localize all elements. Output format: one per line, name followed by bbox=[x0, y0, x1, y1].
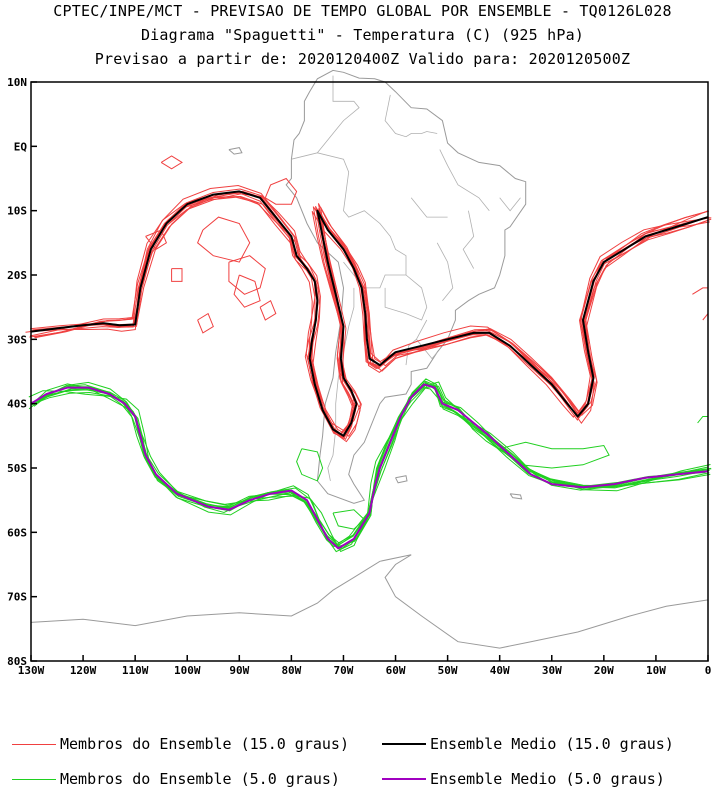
y-tick-label: 60S bbox=[7, 526, 27, 539]
y-tick-label: EQ bbox=[14, 140, 28, 153]
member-15-contour-5 bbox=[171, 268, 183, 282]
legend-label-members-15: Membros do Ensemble (15.0 graus) bbox=[60, 735, 349, 753]
member-15-contour-3 bbox=[233, 274, 261, 308]
country-border-5 bbox=[317, 75, 360, 154]
coastline-1 bbox=[395, 475, 408, 484]
x-tick-label: 10W bbox=[646, 664, 666, 677]
member-5-line-1 bbox=[31, 383, 709, 547]
y-tick-label: 10N bbox=[7, 76, 27, 89]
coastline-2 bbox=[228, 147, 243, 155]
country-border-11 bbox=[499, 197, 521, 212]
legend-entry-mean-15: Ensemble Medio (15.0 graus) bbox=[382, 735, 674, 753]
y-tick-label: 20S bbox=[7, 269, 27, 282]
country-border-6 bbox=[384, 94, 438, 138]
legend-swatch-red bbox=[12, 743, 56, 745]
member-15-contour-0 bbox=[264, 177, 298, 205]
member-5-contour-0 bbox=[296, 448, 324, 482]
chart-title: CPTEC/INPE/MCT - PREVISAO DE TEMPO GLOBA… bbox=[53, 2, 672, 20]
axes-layer: 130W 120W 110W 100W 90W 80W 70W 60W 50W 40W 30W 20W… bbox=[7, 76, 711, 677]
legend-swatch-green bbox=[12, 778, 56, 780]
member-5-line-7 bbox=[28, 381, 711, 553]
member-15-contour-10 bbox=[702, 313, 709, 321]
country-border-10 bbox=[410, 197, 448, 218]
x-tick-label: 20W bbox=[594, 664, 614, 677]
y-tick-label: 10S bbox=[7, 205, 27, 218]
member-15-contour-8 bbox=[197, 312, 214, 334]
coastline-4 bbox=[30, 554, 709, 649]
member-5-contour-3 bbox=[697, 416, 708, 424]
legend-label-mean-5: Ensemble Medio (5.0 graus) bbox=[430, 770, 665, 788]
member-5-contour-1 bbox=[332, 509, 366, 530]
x-tick-label: 120W bbox=[70, 664, 97, 677]
legend-swatch-black bbox=[382, 743, 426, 745]
coastline-0 bbox=[285, 69, 527, 504]
member-5-line-2 bbox=[30, 380, 708, 547]
x-tick-label: 130W bbox=[18, 664, 45, 677]
legend-swatch-purple bbox=[382, 778, 426, 780]
ensemble-mean-5-line bbox=[30, 383, 709, 550]
y-tick-label: 70S bbox=[7, 591, 27, 604]
chart-subtitle: Diagrama "Spaguetti" - Temperatura (C) (… bbox=[140, 26, 585, 44]
country-border-4 bbox=[327, 287, 355, 481]
legend-entry-mean-5: Ensemble Medio (5.0 graus) bbox=[382, 770, 665, 788]
member-5-line-5 bbox=[33, 383, 712, 548]
x-tick-label: 100W bbox=[174, 664, 201, 677]
series-layer bbox=[25, 155, 712, 553]
member-5-line-9 bbox=[35, 386, 712, 548]
x-tick-label: 50W bbox=[438, 664, 458, 677]
x-tick-label: 110W bbox=[122, 664, 149, 677]
member-15-line-4 bbox=[32, 188, 710, 435]
member-5-line-6 bbox=[33, 382, 709, 550]
member-5-line-0 bbox=[32, 382, 711, 553]
spaghetti-map-chart: 130W 120W 110W 100W 90W 80W 70W 60W 50W 40W 30W 20W… bbox=[7, 69, 712, 677]
country-border-2 bbox=[415, 319, 438, 360]
x-tick-label: 0 bbox=[705, 664, 712, 677]
y-tick-label: 80S bbox=[7, 655, 27, 668]
country-border-1 bbox=[384, 274, 428, 321]
legend-label-members-5: Membros do Ensemble (5.0 graus) bbox=[60, 770, 340, 788]
x-tick-label: 70W bbox=[334, 664, 354, 677]
y-tick-label: 30S bbox=[7, 333, 27, 346]
country-border-3 bbox=[405, 338, 417, 366]
x-tick-label: 90W bbox=[229, 664, 249, 677]
legend-entry-members-5: Membros do Ensemble (5.0 graus) bbox=[12, 770, 340, 788]
legend-entry-members-15: Membros do Ensemble (15.0 graus) bbox=[12, 735, 349, 753]
x-tick-label: 80W bbox=[281, 664, 301, 677]
member-15-contour-6 bbox=[160, 155, 183, 170]
ensemble-mean-15-line bbox=[30, 190, 709, 437]
coastline-3 bbox=[509, 493, 523, 500]
country-border-8 bbox=[462, 210, 475, 269]
country-border-7 bbox=[439, 149, 490, 211]
member-5-line-3 bbox=[30, 380, 710, 548]
x-tick-label: 30W bbox=[542, 664, 562, 677]
plot-frame bbox=[30, 81, 709, 662]
member-15-contour-9 bbox=[692, 287, 708, 295]
member-5-line-4 bbox=[31, 383, 706, 549]
y-tick-label: 50S bbox=[7, 462, 27, 475]
member-15-contour-2 bbox=[228, 255, 266, 295]
x-tick-label: 60W bbox=[386, 664, 406, 677]
legend-label-mean-15: Ensemble Medio (15.0 graus) bbox=[430, 735, 674, 753]
chart-subtitle-validity: Previsao a partir de: 2020120400Z Valido… bbox=[94, 50, 631, 68]
x-tick-label: 40W bbox=[490, 664, 510, 677]
member-5-contour-2 bbox=[499, 441, 610, 469]
country-border-9 bbox=[436, 242, 454, 301]
member-15-contour-7 bbox=[259, 299, 277, 321]
country-border-0 bbox=[291, 152, 407, 289]
member-15-contour-1 bbox=[196, 216, 251, 263]
y-tick-label: 40S bbox=[7, 398, 27, 411]
